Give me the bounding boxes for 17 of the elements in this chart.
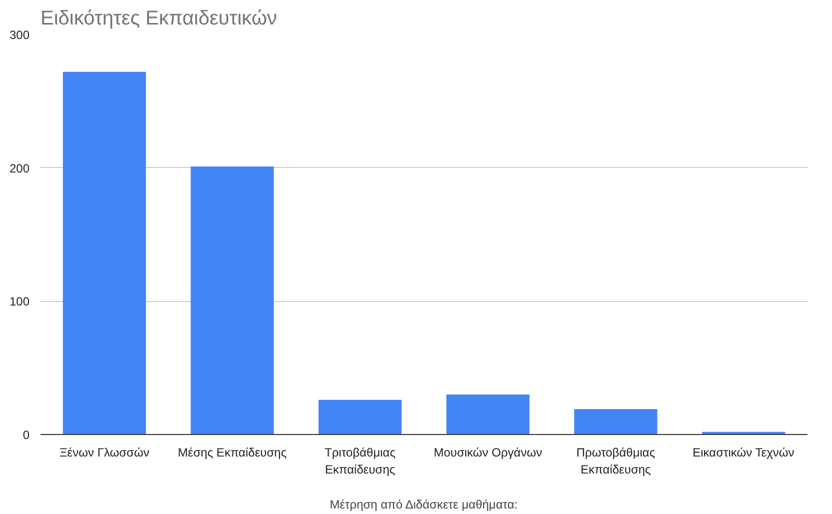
- x-tick-label: Εικαστικών Τεχνών: [692, 446, 794, 460]
- x-tick-label: Πρωτοβάθμιας Εκπαίδευσης: [576, 446, 656, 476]
- y-tick-label: 200: [9, 161, 30, 176]
- bar: [318, 400, 402, 434]
- y-tick-label: 300: [9, 28, 30, 42]
- x-tick-label: Ξένων Γλωσσών: [60, 446, 150, 460]
- x-tick-label: Τριτοβάθμιας Εκπαίδευσης: [324, 446, 396, 476]
- chart-title: Ειδικότητες Εκπαιδευτικών: [40, 8, 278, 30]
- x-tick-label: Μέσης Εκπαίδευσης: [178, 446, 287, 460]
- y-tick-label: 0: [22, 428, 30, 442]
- bar: [574, 409, 658, 434]
- x-axis-title: Μέτρηση από Διδάσκετε μαθήματα:: [330, 497, 518, 512]
- bar: [446, 394, 530, 434]
- bar: [190, 166, 274, 434]
- x-tick-label: Μουσικών Οργάνων: [434, 446, 542, 460]
- bar: [62, 72, 146, 434]
- y-tick-label: 100: [9, 294, 30, 309]
